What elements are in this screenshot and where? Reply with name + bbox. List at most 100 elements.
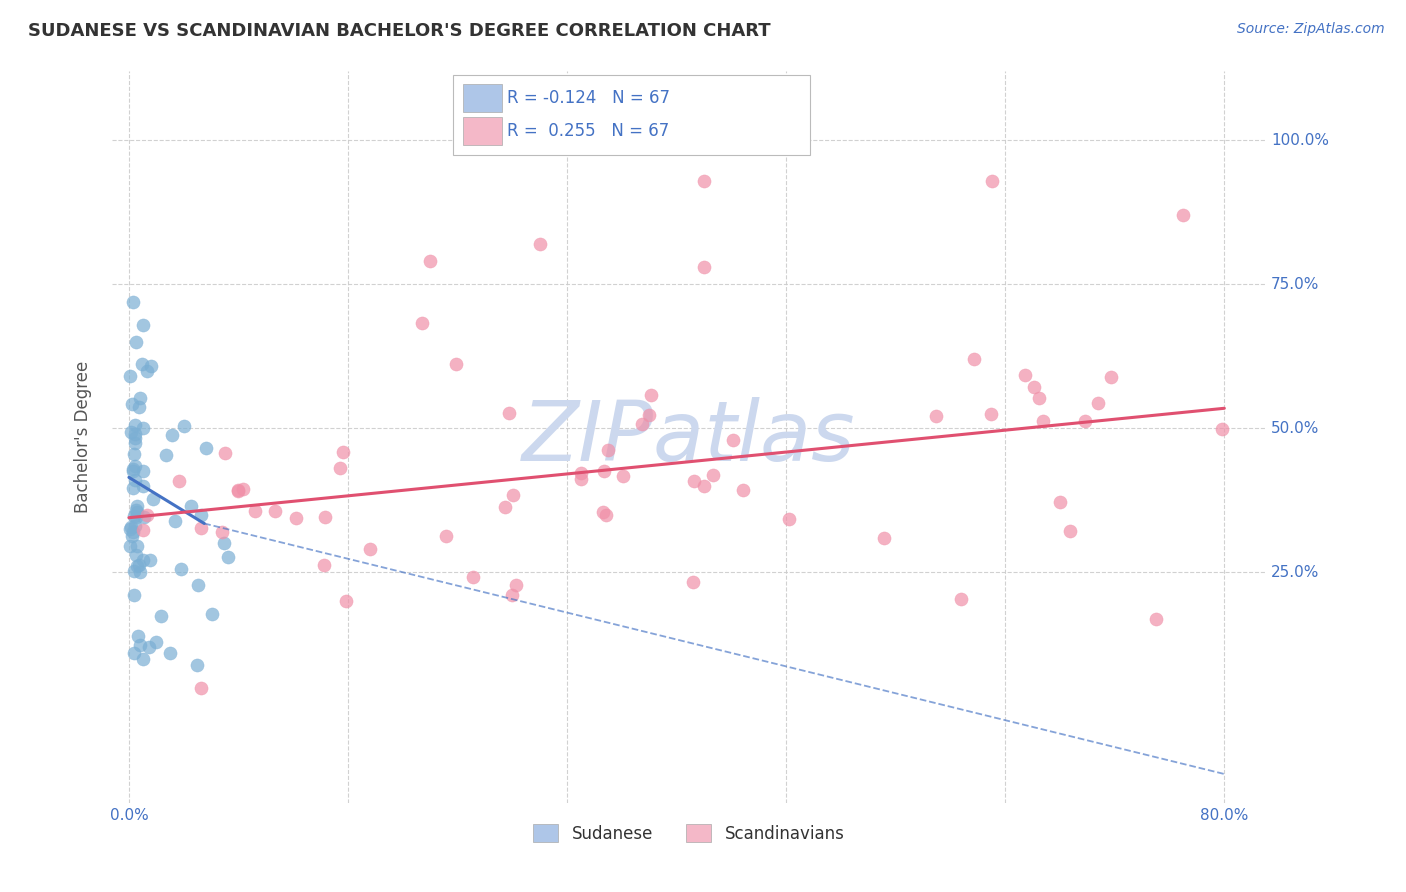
Point [505, 578, 527, 592]
Point [128, 558, 150, 573]
Point [124, 418, 146, 433]
Point [232, 483, 254, 497]
Point [682, 575, 704, 590]
Point [963, 352, 986, 367]
Point [121, 397, 143, 411]
Text: ZIPatlas: ZIPatlas [522, 397, 856, 477]
Text: Source: ZipAtlas.com: Source: ZipAtlas.com [1237, 22, 1385, 37]
Point [593, 464, 616, 478]
Point [702, 468, 724, 483]
Point [637, 408, 659, 422]
Point [1024, 379, 1046, 393]
Point [693, 174, 716, 188]
Point [1032, 414, 1054, 428]
Point [124, 508, 146, 523]
Point [212, 535, 235, 549]
Text: 80.0%: 80.0% [1201, 808, 1249, 823]
Point [631, 417, 654, 431]
Point [142, 491, 165, 506]
Point [127, 505, 149, 519]
Point [571, 472, 593, 486]
Point [125, 539, 148, 553]
Point [122, 588, 145, 602]
Point [461, 570, 484, 584]
Point [131, 318, 153, 332]
Point [314, 510, 336, 524]
Point [243, 504, 266, 518]
Point [201, 607, 224, 622]
Point [121, 529, 143, 543]
Point [139, 359, 162, 374]
Point [980, 174, 1002, 188]
Legend: Sudanese, Scandinavians: Sudanese, Scandinavians [527, 818, 851, 849]
Point [125, 334, 148, 349]
Point [124, 459, 146, 474]
Point [598, 442, 620, 457]
Point [169, 474, 191, 488]
Point [132, 478, 155, 492]
Point [980, 407, 1002, 421]
Point [122, 294, 145, 309]
Point [128, 638, 150, 652]
Text: R =  0.255   N = 67: R = 0.255 N = 67 [506, 122, 669, 140]
Point [411, 316, 433, 330]
Point [125, 503, 148, 517]
Point [155, 448, 177, 462]
Point [612, 469, 634, 483]
Point [1211, 421, 1233, 435]
Point [683, 474, 706, 488]
Point [1087, 396, 1109, 410]
Point [131, 652, 153, 666]
Point [124, 473, 146, 487]
Point [434, 528, 457, 542]
Point [124, 432, 146, 446]
Point [1014, 368, 1036, 383]
Point [226, 484, 249, 499]
Point [124, 447, 146, 461]
Point [131, 357, 153, 371]
Point [122, 464, 145, 478]
Point [159, 646, 181, 660]
Point [124, 436, 146, 450]
Text: SUDANESE VS SCANDINAVIAN BACHELOR'S DEGREE CORRELATION CHART: SUDANESE VS SCANDINAVIAN BACHELOR'S DEGR… [28, 22, 770, 40]
Point [1028, 391, 1050, 405]
FancyBboxPatch shape [463, 117, 502, 145]
Text: 25.0%: 25.0% [1271, 565, 1319, 580]
Point [329, 460, 352, 475]
Point [121, 481, 143, 495]
Point [190, 521, 212, 535]
Point [335, 593, 357, 607]
FancyBboxPatch shape [453, 75, 810, 155]
Text: 100.0%: 100.0% [1271, 133, 1329, 148]
Point [285, 510, 308, 524]
Point [136, 508, 159, 523]
Point [120, 519, 142, 533]
Point [529, 237, 551, 252]
Point [692, 478, 714, 492]
Point [359, 542, 381, 557]
Point [122, 462, 145, 476]
Point [194, 441, 217, 455]
Point [120, 425, 142, 439]
Point [595, 508, 617, 523]
Point [124, 519, 146, 533]
Point [190, 508, 212, 523]
Point [1144, 611, 1167, 625]
Point [1173, 208, 1195, 222]
Text: 75.0%: 75.0% [1271, 277, 1319, 292]
Point [129, 391, 152, 405]
Point [592, 505, 614, 519]
Y-axis label: Bachelor's Degree: Bachelor's Degree [73, 361, 91, 513]
Point [128, 401, 150, 415]
Point [1059, 524, 1081, 538]
Point [165, 514, 187, 528]
Point [145, 634, 167, 648]
Point [122, 564, 145, 578]
Point [332, 444, 354, 458]
Point [125, 548, 148, 562]
Point [640, 388, 662, 402]
Point [120, 522, 142, 536]
Point [118, 368, 141, 383]
Point [211, 524, 233, 539]
Point [186, 657, 208, 672]
